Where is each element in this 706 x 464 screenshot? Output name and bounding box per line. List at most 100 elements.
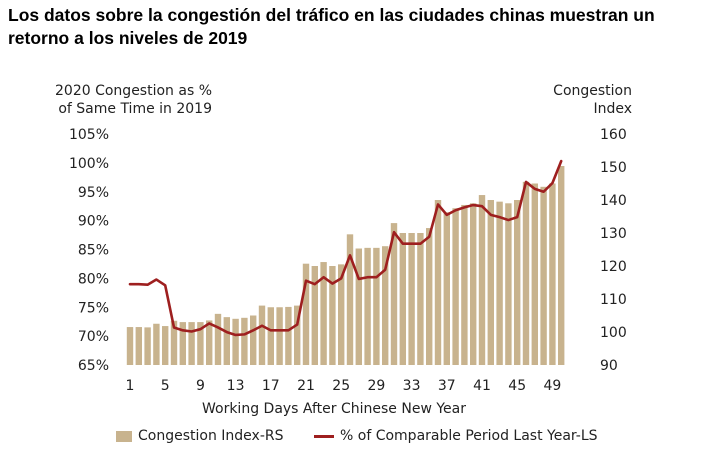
- bar-series: [126, 166, 565, 365]
- right-axis-tick-label: 140: [600, 193, 627, 209]
- x-axis-tick-label: 29: [367, 378, 385, 394]
- bar: [355, 248, 362, 365]
- bar: [443, 212, 450, 365]
- bar: [320, 262, 327, 365]
- bar: [540, 186, 547, 365]
- bar: [294, 305, 301, 365]
- bar: [338, 264, 345, 365]
- bar: [531, 183, 538, 365]
- left-axis-title-line-2: of Same Time in 2019: [58, 101, 212, 117]
- bar: [364, 247, 371, 365]
- bar: [496, 201, 503, 365]
- x-axis-tick-label: 5: [161, 378, 170, 394]
- bar: [162, 326, 169, 365]
- chart-title: Los datos sobre la congestión del tráfic…: [8, 5, 655, 48]
- bar: [399, 233, 406, 365]
- left-axis-title-line-1: 2020 Congestion as %: [55, 83, 212, 99]
- bar: [346, 234, 354, 365]
- legend-item-bars: Congestion Index-RS: [116, 428, 283, 444]
- x-axis-tick-label: 21: [297, 378, 315, 394]
- legend-swatch-bars: [116, 430, 132, 442]
- bar: [302, 263, 310, 365]
- bar: [285, 306, 292, 365]
- bar: [232, 318, 239, 365]
- left-axis-tick-label: 90%: [78, 214, 109, 230]
- left-axis-tick-label: 100%: [69, 156, 109, 172]
- x-axis-ticks: 1 5 9 13 17 21 25 29 33 37 41 45 49: [126, 378, 562, 394]
- right-axis-title-line-1: Congestion: [553, 83, 632, 99]
- x-axis-tick-label: 33: [403, 378, 421, 394]
- bar: [558, 166, 565, 365]
- bar: [478, 195, 486, 365]
- line-series: [128, 159, 563, 337]
- left-axis-title: 2020 Congestion as % of Same Time in 201…: [0, 82, 212, 118]
- bar: [549, 183, 556, 365]
- x-axis-tick-label: 49: [543, 378, 561, 394]
- legend-item-line: % of Comparable Period Last Year-LS: [314, 428, 598, 444]
- bar: [214, 313, 222, 365]
- bar: [250, 315, 257, 365]
- x-axis-tick-label: 25: [332, 378, 350, 394]
- left-axis-tick-label: 65%: [78, 358, 109, 374]
- bar: [144, 327, 151, 365]
- x-axis-tick-label: 41: [473, 378, 491, 394]
- x-axis-tick-label: 13: [227, 378, 245, 394]
- right-axis-tick-label: 130: [600, 226, 627, 242]
- bar: [408, 233, 415, 365]
- bar: [223, 317, 230, 365]
- right-axis-tick-label: 90: [600, 358, 618, 374]
- left-axis-tick-label: 105%: [69, 127, 109, 143]
- bar: [514, 200, 521, 365]
- bar: [390, 223, 398, 365]
- bar: [417, 233, 424, 365]
- right-axis-title: Congestion Index: [540, 82, 632, 118]
- bar: [329, 266, 336, 365]
- bar: [382, 246, 389, 365]
- left-axis-tick-label: 85%: [78, 243, 109, 259]
- bar: [153, 323, 160, 365]
- right-axis-tick-label: 110: [600, 292, 627, 308]
- bar: [311, 266, 318, 365]
- legend-swatch-line: [314, 434, 334, 438]
- right-axis-title-line-2: Index: [593, 101, 632, 117]
- bar: [505, 203, 512, 365]
- bar: [135, 327, 142, 365]
- bar: [461, 204, 468, 365]
- x-axis-tick-label: 17: [262, 378, 280, 394]
- x-axis-tick-label: 9: [196, 378, 205, 394]
- right-axis-tick-label: 150: [600, 160, 627, 176]
- right-axis-tick-label: 120: [600, 259, 627, 275]
- x-axis-tick-label: 1: [126, 378, 135, 394]
- bar: [426, 228, 433, 365]
- bar: [170, 320, 178, 365]
- bar: [267, 307, 274, 365]
- bar: [258, 305, 266, 365]
- bar: [373, 247, 380, 365]
- bar: [241, 317, 248, 365]
- bar: [470, 203, 477, 365]
- right-axis-tick-label: 160: [600, 127, 627, 143]
- legend-label-bars: Congestion Index-RS: [138, 428, 284, 444]
- x-axis-title: Working Days After Chinese New Year: [202, 401, 466, 417]
- bar: [197, 322, 204, 365]
- right-axis-ticks: 90 100 110 120 130 140 150 160: [600, 127, 627, 374]
- bar: [452, 208, 459, 365]
- bar: [434, 200, 442, 365]
- legend-label-line: % of Comparable Period Last Year-LS: [340, 428, 598, 444]
- left-axis-tick-label: 75%: [78, 300, 109, 316]
- legend: Congestion Index-RS % of Comparable Peri…: [0, 428, 706, 448]
- bar: [206, 320, 213, 365]
- x-axis-tick-label: 45: [508, 378, 526, 394]
- bar: [179, 322, 186, 365]
- left-axis-tick-label: 95%: [78, 185, 109, 201]
- bar: [487, 200, 494, 365]
- left-axis-tick-label: 70%: [78, 329, 109, 345]
- bar: [276, 307, 283, 365]
- x-axis-tick-label: 37: [438, 378, 456, 394]
- left-axis-ticks: 65% 70% 75% 80% 85% 90% 95% 100% 105%: [69, 127, 109, 374]
- right-axis-tick-label: 100: [600, 325, 627, 341]
- bar: [126, 327, 134, 365]
- bar: [522, 181, 530, 365]
- bar: [188, 322, 195, 365]
